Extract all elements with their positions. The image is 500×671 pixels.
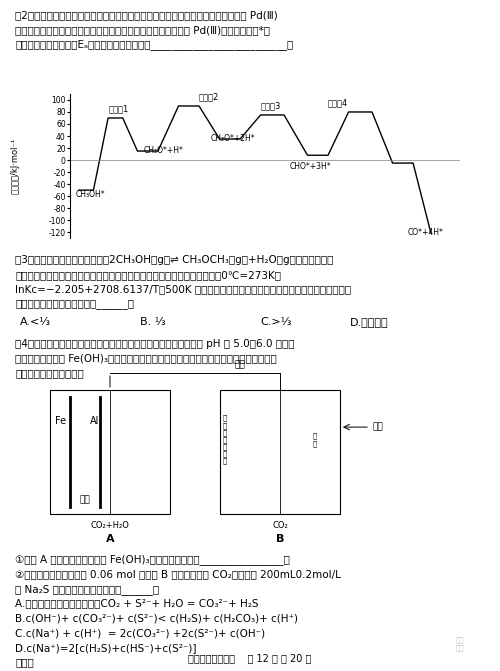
Y-axis label: 相对能量/kJ·mol⁻¹: 相对能量/kJ·mol⁻¹ [10,138,20,194]
Text: B. ⅓: B. ⅓ [140,317,166,327]
Text: CO₂: CO₂ [272,521,288,529]
Text: C.>⅓: C.>⅓ [260,317,292,327]
Text: B.c(OH⁻)+ c(CO₃²⁻)+ c(S²⁻)< c(H₂S)+ c(H₂CO₃)+ c(H⁺): B.c(OH⁻)+ c(CO₃²⁻)+ c(S²⁻)< c(H₂S)+ c(H₂… [15,613,298,623]
Text: 电
熔
融
碳
酸
盐
极: 电 熔 融 碳 酸 盐 极 [223,415,227,464]
Text: B: B [276,534,284,544]
Text: Fe: Fe [55,416,66,426]
Text: CH₃OH*: CH₃OH* [76,190,106,199]
Text: 甲醇: 甲醇 [234,361,246,370]
Text: 高三
试卷: 高三 试卷 [456,637,464,651]
Bar [50,390,170,514]
Text: CO₂+H₂O: CO₂+H₂O [90,521,130,529]
Text: 表面发生解离时四个路径与相对能量关系如图所示，其中吸附在 Pd(Ⅲ)表面的物种用*标: 表面发生解离时四个路径与相对能量关系如图所示，其中吸附在 Pd(Ⅲ)表面的物种用… [15,25,270,35]
Text: CH₂O*+2H*: CH₂O*+2H* [211,134,256,143]
Text: A.发生的离子反应方程式为：CO₂ + S²⁻+ H₂O = CO₃²⁻+ H₂S: A.发生的离子反应方程式为：CO₂ + S²⁻+ H₂O = CO₃²⁻+ H₂… [15,599,258,609]
Text: CHO*+3H*: CHO*+3H* [290,162,332,171]
Text: ①写出 A 装置中电极产物生成 Fe(OH)₃沉淀的离子方程式________________。: ①写出 A 装置中电极产物生成 Fe(OH)₃沉淀的离子方程式_________… [15,554,290,565]
Text: 过渡态3: 过渡态3 [260,101,281,110]
Text: 已知：: 已知： [15,658,34,668]
Text: CO*+4H*: CO*+4H* [407,228,443,237]
Text: （2）科学家通过密度泛函理论研究甲醇与水蒸气重整制氢反应机理时，得到甲醇在 Pd(Ⅲ): （2）科学家通过密度泛函理论研究甲醇与水蒸气重整制氢反应机理时，得到甲醇在 Pd… [15,10,278,20]
Text: ②测得电极上转移电子为 0.06 mol 时，将 B 中负极产生的 CO₂全部通入 200mL0.2mol/L: ②测得电极上转移电子为 0.06 mol 时，将 B 中负极产生的 CO₂全部通… [15,569,341,579]
Text: 电
极: 电 极 [313,432,317,447]
Text: A: A [106,534,114,544]
Text: Al: Al [90,416,100,426]
Text: 过渡态1: 过渡态1 [108,104,128,113]
Text: 通过电解最终生成 Fe(OH)₃沉淀，吸附不溶性杂质。实验室利用甲醇燃料电池模拟该方法: 通过电解最终生成 Fe(OH)₃沉淀，吸附不溶性杂质。实验室利用甲醇燃料电池模拟… [15,354,277,364]
Text: D.c(Na⁺)=2[c(H₂S)+c(HS⁻)+c(S²⁻)]: D.c(Na⁺)=2[c(H₂S)+c(HS⁻)+c(S²⁻)] [15,643,196,653]
Text: 体系中甲醇的物质的量分数为______。: 体系中甲醇的物质的量分数为______。 [15,299,134,309]
Text: 过渡态4: 过渡态4 [328,98,348,107]
Text: 设计的装置如下图所示。: 设计的装置如下图所示。 [15,368,84,378]
Text: A.<⅓: A.<⅓ [20,317,51,327]
Text: （4）电浮选凝聚法是工业上采用的一种污水处理方法，保持污水的 pH 在 5.0～6.0 之间，: （4）电浮选凝聚法是工业上采用的一种污水处理方法，保持污水的 pH 在 5.0～… [15,339,294,349]
Text: C.c(Na⁺) + c(H⁺)  = 2c(CO₃²⁻) +2c(S²⁻)+ c(OH⁻): C.c(Na⁺) + c(H⁺) = 2c(CO₃²⁻) +2c(S²⁻)+ c… [15,628,265,638]
Bar [220,390,340,514]
Text: 空气: 空气 [372,423,383,431]
Text: 一定温度范围内，上述反应平衡常数与热力学温度存在如下关系：（已知：0℃=273K）: 一定温度范围内，上述反应平衡常数与热力学温度存在如下关系：（已知：0℃=273K… [15,270,281,280]
Text: CH₂O*+H*: CH₂O*+H* [144,146,183,155]
Text: 过渡态2: 过渡态2 [199,92,220,101]
Text: 注。此历程中活化能（Eₐ）最小的反应方程式为__________________________。: 注。此历程中活化能（Eₐ）最小的反应方程式为__________________… [15,40,293,50]
Text: lnKc=−2.205+2708.6137/T，500K 下，密闭容器中加入一定量甲醇，反应达到平衡状态时，: lnKc=−2.205+2708.6137/T，500K 下，密闭容器中加入一定… [15,285,351,295]
Text: 污水: 污水 [80,495,90,504]
Text: D.无法确定: D.无法确定 [350,317,389,327]
Text: 的 Na₂S 溶液，下列说法正确的是______。: 的 Na₂S 溶液，下列说法正确的是______。 [15,584,159,595]
Text: 理科综合能力测试    第 12 页 共 20 页: 理科综合能力测试 第 12 页 共 20 页 [188,653,312,663]
Text: （3）甲醇可以脱水制取二甲醚：2CH₃OH（g）⇌ CH₃OCH₃（g）+H₂O（g），查阅资料在: （3）甲醇可以脱水制取二甲醚：2CH₃OH（g）⇌ CH₃OCH₃（g）+H₂O… [15,255,334,265]
